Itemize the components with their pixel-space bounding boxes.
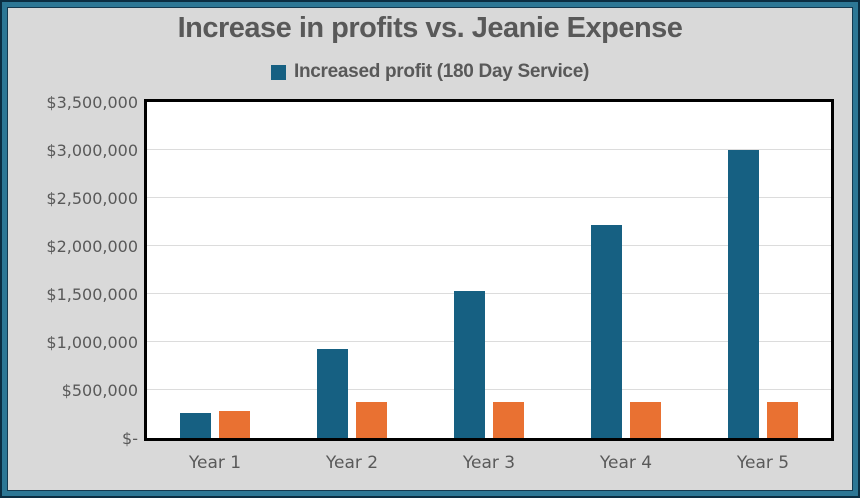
- legend: Increased profit (180 Day Service): [0, 60, 860, 84]
- bar-jeanie-expense-year-4: [629, 401, 661, 438]
- y-axis: $- $500,000 $1,000,000 $1,500,000 $2,000,000…: [0, 0, 138, 498]
- bar-jeanie-expense-year-3: [493, 401, 524, 438]
- y-axis-label-1500000: $1,500,000: [46, 285, 138, 304]
- y-axis-label-3000000: $3,000,000: [46, 141, 138, 160]
- gridline-500000: [147, 389, 831, 390]
- gridline-2500000: [147, 197, 831, 198]
- y-axis-label-500000: $500,000: [61, 381, 138, 400]
- y-axis-label-3500000: $3,500,000: [46, 93, 138, 112]
- bar-increased-profit-180-day-service-year-2: [317, 348, 349, 438]
- x-axis-label-year-1: Year 1: [188, 453, 242, 473]
- bar-jeanie-expense-year-2: [356, 401, 388, 438]
- legend-label-increased-profit: Increased profit (180 Day Service): [294, 61, 589, 82]
- chart-title: Increase in profits vs. Jeanie Expense: [177, 12, 683, 44]
- bar-jeanie-expense-year-5: [766, 401, 798, 438]
- x-axis-label-year-4: Year 4: [599, 453, 653, 473]
- bar-jeanie-expense-year-1: [219, 410, 251, 438]
- bar-increased-profit-180-day-service-year-1: [180, 413, 212, 438]
- gridline-3000000: [147, 149, 831, 150]
- y-axis-label-2000000: $2,000,000: [46, 237, 138, 256]
- bar-increased-profit-180-day-service-year-3: [454, 291, 485, 438]
- y-axis-label-0: $-: [122, 429, 138, 448]
- gridline-1000000: [147, 341, 831, 342]
- y-axis-label-2500000: $2,500,000: [46, 189, 138, 208]
- x-axis-label-year-2: Year 2: [325, 453, 379, 473]
- y-axis-label-1000000: $1,000,000: [46, 333, 138, 352]
- gridline-2000000: [147, 245, 831, 246]
- bar-increased-profit-180-day-service-year-5: [727, 150, 759, 438]
- plot-inner: [147, 102, 831, 438]
- x-axis: Year 1 Year 2 Year 3 Year 4 Year 5: [147, 450, 837, 476]
- x-axis-label-year-3: Year 3: [462, 453, 516, 473]
- x-axis-label-year-5: Year 5: [736, 453, 790, 473]
- gridline-1500000: [147, 293, 831, 294]
- legend-swatch-increased-profit: [271, 64, 286, 80]
- bar-increased-profit-180-day-service-year-4: [590, 224, 622, 438]
- plot-area: [144, 99, 834, 441]
